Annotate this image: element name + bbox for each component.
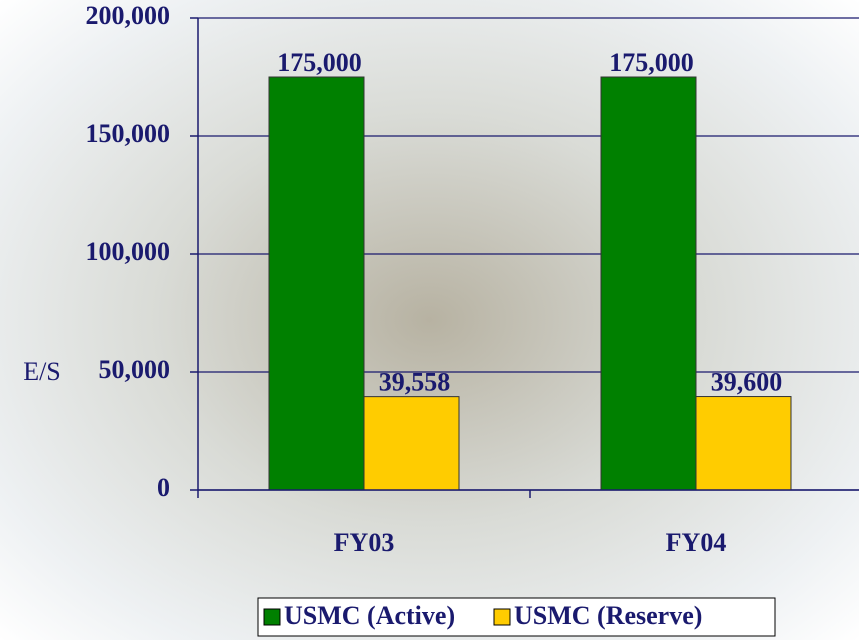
x-tick-label: FY03 — [334, 528, 395, 557]
value-label: 39,600 — [711, 368, 783, 397]
legend-swatch — [264, 609, 280, 625]
bar — [269, 77, 364, 490]
bar — [364, 397, 459, 490]
x-tick-label: FY04 — [666, 528, 727, 557]
y-tick-label: 100,000 — [86, 237, 171, 266]
y-tick-label: 200,000 — [86, 1, 171, 30]
y-axis-label: E/S — [23, 357, 61, 386]
value-label: 39,558 — [379, 368, 451, 397]
legend-label: USMC (Active) — [284, 601, 455, 630]
y-tick-label: 150,000 — [86, 119, 171, 148]
value-label: 175,000 — [277, 48, 362, 77]
y-tick-label: 50,000 — [99, 355, 171, 384]
y-tick-label: 0 — [157, 473, 170, 502]
bar — [696, 397, 791, 490]
legend-label: USMC (Reserve) — [514, 601, 702, 630]
value-label: 175,000 — [609, 48, 694, 77]
bar — [601, 77, 696, 490]
chart: E/S 0 50,000 100,000 150,000 200,000 FY03 175,… — [0, 0, 859, 640]
legend-swatch — [494, 609, 510, 625]
